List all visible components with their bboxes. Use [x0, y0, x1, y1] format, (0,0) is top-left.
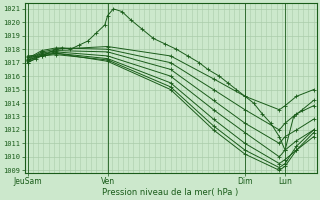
X-axis label: Pression niveau de la mer( hPa ): Pression niveau de la mer( hPa ): [102, 188, 239, 197]
